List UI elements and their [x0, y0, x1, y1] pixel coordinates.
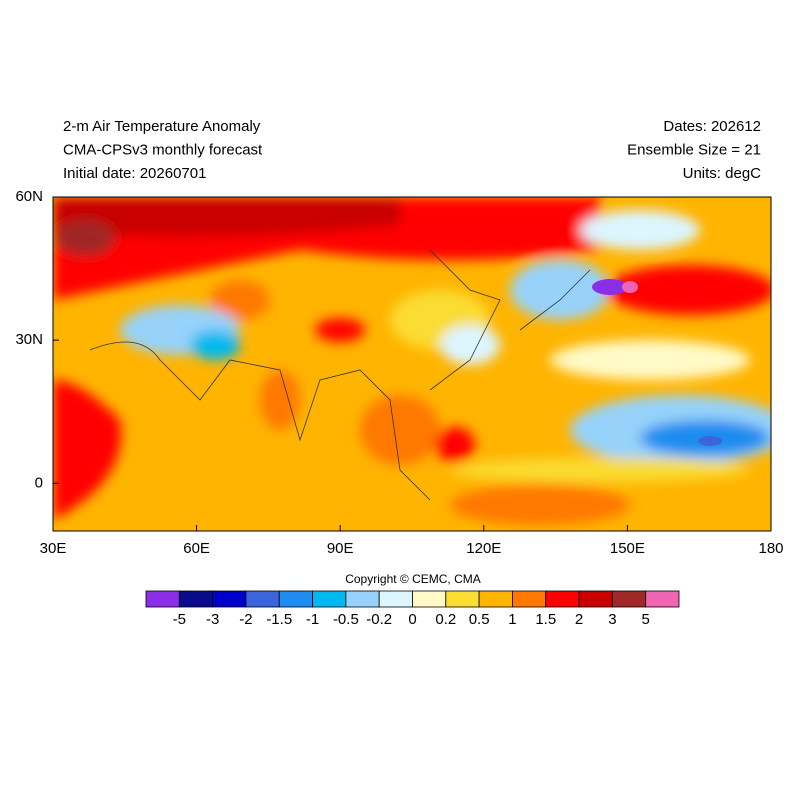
- colorbar-label: -1.5: [266, 611, 292, 628]
- colorbar-swatch: [312, 590, 347, 608]
- copyright: Copyright © CEMC, CMA: [345, 572, 481, 586]
- colorbar-swatch: [212, 590, 247, 608]
- colorbar-label: 0.2: [435, 611, 456, 628]
- colorbar-label: 5: [642, 611, 650, 628]
- colorbar-label: -5: [173, 611, 186, 628]
- lon-tick-label: 90E: [327, 540, 354, 557]
- colorbar-swatch: [611, 590, 647, 608]
- colorbar-swatch: [178, 590, 214, 608]
- colorbar-label: -1: [306, 611, 319, 628]
- lon-tick-label: 120E: [466, 540, 501, 557]
- colorbar-swatch: [512, 590, 547, 608]
- lat-tick-label: 60N: [15, 188, 43, 205]
- lat-tick-label: 0: [35, 474, 43, 491]
- header: 2-m Air Temperature Anomaly CMA-CPSv3 mon…: [63, 118, 761, 182]
- colorbar-label: 3: [608, 611, 616, 628]
- colorbar-swatch: [645, 590, 680, 608]
- colorbar-label: 0.5: [469, 611, 490, 628]
- colorbar-swatch: [412, 590, 447, 608]
- anomaly-field: [53, 197, 771, 531]
- colorbar-swatch: [478, 590, 513, 608]
- info-line: Ensemble Size = 21: [627, 141, 761, 158]
- colorbar-swatch: [145, 590, 180, 608]
- info-line: Dates: 202612: [663, 118, 761, 135]
- colorbar-swatch: [378, 590, 413, 608]
- colorbar-label: 2: [575, 611, 583, 628]
- map-frame: [52, 196, 772, 532]
- info-line: Units: degC: [683, 165, 762, 182]
- colorbar-label: 1: [508, 611, 516, 628]
- colorbar-label: -0.5: [333, 611, 359, 628]
- lon-tick-label: 30E: [40, 540, 67, 557]
- colorbar-swatch: [278, 590, 313, 608]
- colorbar-swatch: [545, 590, 580, 608]
- title-line: 2-m Air Temperature Anomaly: [63, 118, 261, 135]
- title-line: CMA-CPSv3 monthly forecast: [63, 141, 263, 158]
- lon-tick-label: 180: [758, 540, 783, 557]
- colorbar-label: 1.5: [535, 611, 556, 628]
- colorbar-label: -2: [239, 611, 252, 628]
- title-line: Initial date: 20260701: [63, 165, 206, 182]
- lon-tick-label: 60E: [183, 540, 210, 557]
- colorbar: Copyright © CEMC, CMA -5 -3 -2 -1.5 -1 -0.5 -0.…: [145, 572, 680, 628]
- colorbar-swatch: [345, 590, 380, 608]
- colorbar-label: 0: [408, 611, 416, 628]
- lon-tick-label: 150E: [610, 540, 645, 557]
- map-axes: 30E 60E 90E 120E 150E 180 60N 30N 0: [15, 188, 783, 557]
- colorbar-label: -0.2: [366, 611, 392, 628]
- colorbar-label: -3: [206, 611, 219, 628]
- colorbar-swatch: [245, 590, 280, 608]
- colorbar-swatch: [578, 590, 613, 608]
- lat-tick-label: 30N: [15, 331, 43, 348]
- colorbar-swatch: [445, 590, 480, 608]
